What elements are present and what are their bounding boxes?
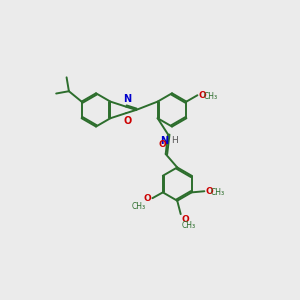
Text: O: O bbox=[205, 187, 213, 196]
Text: CH₃: CH₃ bbox=[211, 188, 225, 197]
Text: O: O bbox=[199, 91, 206, 100]
Text: CH₃: CH₃ bbox=[182, 220, 196, 230]
Text: O: O bbox=[123, 116, 131, 126]
Text: O: O bbox=[182, 215, 189, 224]
Text: N: N bbox=[123, 94, 131, 104]
Text: O: O bbox=[144, 194, 152, 203]
Text: O: O bbox=[159, 140, 167, 149]
Text: H: H bbox=[171, 136, 178, 145]
Text: CH₃: CH₃ bbox=[132, 202, 146, 211]
Text: CH₃: CH₃ bbox=[204, 92, 218, 101]
Text: N: N bbox=[160, 136, 168, 146]
